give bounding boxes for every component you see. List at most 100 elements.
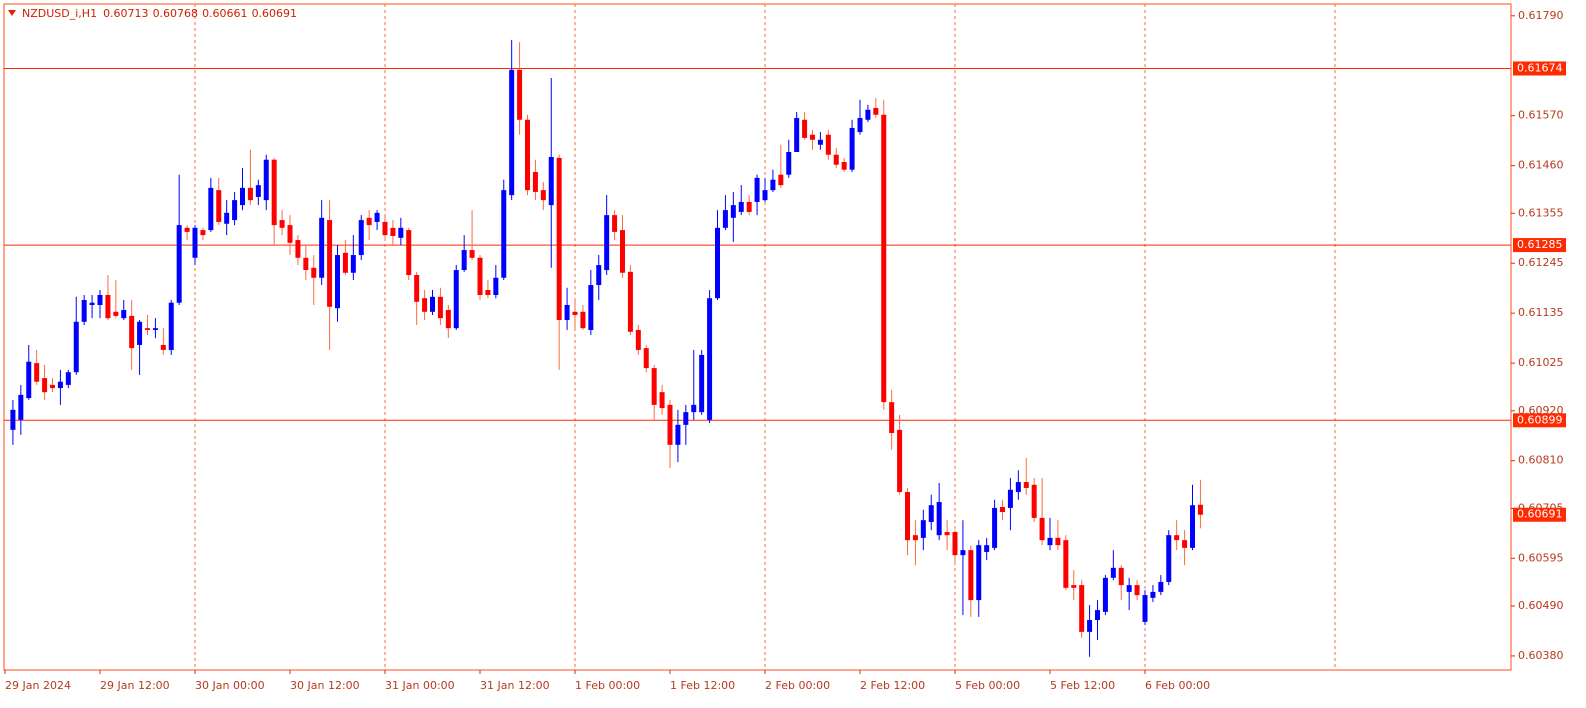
candle-body [588,285,594,330]
candle-body [295,240,301,258]
candle-body [984,545,990,552]
x-tick-label: 1 Feb 12:00 [670,679,735,692]
candle-body [794,117,800,152]
axis-layer: 0.61790 0.61570 0.61460 0.61355 0.61245 0.611… [4,9,1566,692]
candle-body [1087,620,1093,632]
candle-body [1190,505,1195,548]
candle-body [825,134,831,155]
candle-body [707,298,713,420]
candle-body [746,201,752,212]
candle-body [1063,540,1069,588]
candle-body [453,270,459,329]
candle-body [905,492,910,541]
candle-body [350,255,356,273]
candle-body [675,424,681,445]
last-close: 0.60691 [252,7,298,20]
candle-body [1015,482,1021,493]
candle-body [50,384,55,389]
last-low: 0.60661 [202,7,248,20]
candle-body [722,210,728,228]
candle-body [920,520,926,538]
candle-body [477,257,483,296]
candle-body [604,215,610,271]
candle-body [881,114,887,403]
plot-frame [3,3,1512,671]
candle-body [651,368,657,405]
y-tick-label: 0.61460 [1518,159,1564,172]
candle-body [928,505,934,522]
candle-body [952,531,958,556]
candle-body [968,550,974,601]
candle-body [786,152,792,175]
candle-body [1023,482,1029,488]
candle-body [730,205,736,218]
candle-body [897,429,903,493]
level-box [1513,61,1566,76]
candle-body [271,159,277,226]
candle-body [1166,535,1172,582]
candle-body [596,265,602,286]
y-tick-label: 0.60380 [1518,649,1564,662]
y-tick-label: 0.60810 [1518,454,1564,467]
candle-body [137,321,143,345]
candle-body [34,363,40,382]
candle-body [145,328,150,330]
candle-body [738,201,744,212]
candle-body [1000,507,1005,513]
level-label: 0.61285 [1517,238,1563,251]
candle-body [311,267,317,278]
candle-body [580,311,586,329]
candle-body [263,159,269,201]
candle-body [1150,591,1156,598]
x-tick-label: 5 Feb 12:00 [1050,679,1115,692]
candle-body [620,230,625,273]
candle-body [912,535,918,541]
candle-body [992,507,998,548]
candle-body [224,212,230,224]
candle-body [635,329,641,350]
candle-body [430,296,435,312]
candle-body [754,177,760,202]
x-tick-label: 30 Jan 12:00 [290,679,360,692]
candle-body [1055,537,1061,546]
candle-body [414,275,420,302]
candle-body [374,212,380,222]
candle-body [152,328,158,330]
last-high: 0.60768 [153,7,199,20]
candle-body [73,321,79,373]
candle-body [192,227,198,258]
candle-body [113,311,119,316]
candle-body [240,187,245,206]
y-tick-label: 0.60595 [1518,551,1564,564]
candle-body [485,290,491,296]
candle-body [129,315,135,349]
level-box [1513,413,1566,428]
candle-body [160,344,166,350]
x-tick-label: 31 Jan 00:00 [385,679,455,692]
candle-body [643,348,649,369]
x-tick-label: 31 Jan 12:00 [480,679,550,692]
candle-body [810,134,815,140]
candle-body [802,119,808,138]
current-price-box [1513,507,1566,522]
candle-body [1142,595,1148,622]
candle-body [1110,567,1116,578]
candle-body [1071,585,1077,588]
candle-body [406,230,412,276]
candle-body [398,227,404,238]
candle-body [691,404,697,413]
candle-body [873,107,879,115]
candle-body [857,117,863,133]
level-label: 0.61674 [1517,61,1563,74]
candle-body [18,394,24,420]
candle-body [445,309,451,329]
candle-body [865,109,871,120]
candle-body [1158,581,1164,592]
candle-body [715,227,720,299]
candle-body [176,225,182,303]
candle-body [667,404,673,445]
candle-body [564,304,570,320]
candle-body [1197,504,1203,515]
candle-body [1102,577,1108,612]
